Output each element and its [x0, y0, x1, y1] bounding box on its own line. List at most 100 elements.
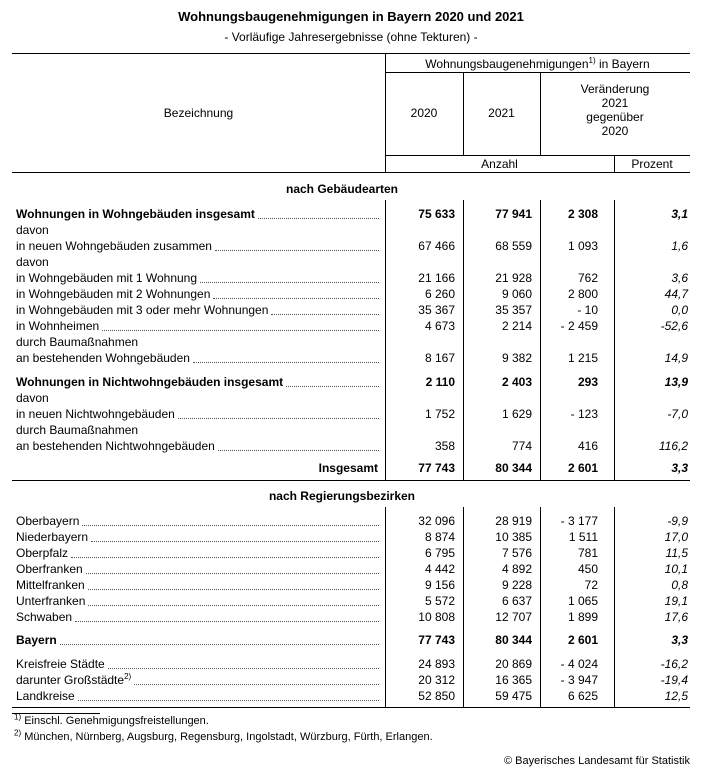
row-label-text: Oberbayern	[16, 514, 80, 528]
cell: 2 800	[567, 287, 598, 301]
cell: 67 466	[418, 239, 455, 253]
leader	[77, 700, 379, 701]
row-label-text: Unterfranken	[16, 594, 86, 608]
row-label-text: Oberpfalz	[16, 546, 69, 560]
cell: 10 385	[495, 530, 532, 544]
row-label: Schwaben	[16, 610, 72, 624]
row-label-text: Wohnungen in Wohngebäuden insgesamt	[16, 207, 255, 221]
cell: 20 869	[495, 657, 532, 671]
subtitle: - Vorläufige Jahresergebnisse (ohne Tekt…	[224, 30, 478, 44]
cell: 7 576	[501, 546, 532, 560]
cell: 0,0	[671, 303, 688, 317]
rule	[463, 507, 464, 707]
row-label: davon	[16, 391, 49, 405]
row-label-text: in neuen Wohngebäuden zusammen	[16, 239, 212, 253]
footnote-text: München, Nürnberg, Augsburg, Regensburg,…	[24, 731, 433, 743]
row-label: in neuen Nichtwohngebäuden	[16, 407, 175, 421]
row-label: Kreisfreie Städte	[16, 657, 105, 671]
rule	[463, 200, 464, 480]
cell: 80 344	[495, 633, 532, 647]
cell: 1 899	[567, 610, 598, 624]
footnote-mark: 2)	[124, 672, 132, 681]
row-label-text: Oberfranken	[16, 562, 83, 576]
cell: 774	[511, 439, 532, 453]
cell: 52 850	[418, 689, 455, 703]
footnote: 1) Einschl. Genehmigungsfreistellungen.	[14, 713, 209, 728]
leader	[192, 362, 379, 363]
row-label: durch Baumaßnahmen	[16, 423, 138, 437]
cell: 3,3	[671, 461, 688, 475]
rule	[12, 707, 690, 708]
leader	[102, 330, 379, 331]
row-label: darunter Großstädte2)	[16, 672, 132, 688]
cell: 116,2	[658, 439, 688, 453]
cell: 6 260	[424, 287, 455, 301]
leader	[87, 589, 379, 590]
row-label: in Wohngebäuden mit 1 Wohnung	[16, 271, 197, 285]
row-label-text: an bestehenden Wohngebäuden	[16, 351, 190, 365]
rule	[540, 507, 541, 707]
cell: -19,4	[660, 673, 688, 687]
rule	[385, 53, 386, 172]
cell: 72	[584, 578, 598, 592]
row-label: davon	[16, 223, 49, 237]
cell: 2 403	[501, 375, 532, 389]
row-label-text: in Wohngebäuden mit 2 Wohnungen	[16, 287, 211, 301]
rule	[614, 200, 615, 480]
leader	[214, 250, 379, 251]
cell: 75 633	[418, 207, 455, 221]
leader	[59, 644, 379, 645]
row-label: Wohnungen in Nichtwohngebäuden insgesamt	[16, 375, 283, 389]
cell: - 3 177	[560, 514, 598, 528]
cell: 2 110	[425, 375, 455, 389]
row-label: Oberbayern	[16, 514, 79, 528]
row-label: Oberpfalz	[16, 546, 68, 560]
leader	[271, 314, 379, 315]
leader	[217, 450, 379, 451]
cell: -7,0	[667, 407, 688, 421]
row-label-text: an bestehenden Nichtwohngebäuden	[16, 439, 215, 453]
rule	[385, 507, 386, 707]
cell: 3,3	[671, 633, 688, 647]
rule	[12, 53, 690, 54]
cell: 4 442	[424, 562, 455, 576]
footnote: 2) München, Nürnberg, Augsburg, Regensbu…	[14, 728, 433, 744]
row-label-text: durch Baumaßnahmen	[16, 423, 139, 437]
cell: 293	[577, 375, 598, 389]
source: © Bayerisches Landesamt für Statistik	[503, 755, 690, 767]
cell: -16,2	[660, 657, 688, 671]
leader	[286, 386, 379, 387]
footnote-mark: 2)	[14, 728, 22, 738]
row-label-text: in neuen Nichtwohngebäuden	[16, 407, 175, 421]
cell: 32 096	[418, 514, 455, 528]
group-header-suffix: in Bayern	[599, 57, 650, 71]
cell: 24 893	[418, 657, 455, 671]
cell: 4 892	[501, 562, 532, 576]
cell: 9 228	[501, 578, 532, 592]
cell: 16 365	[495, 673, 532, 687]
cell: 10,1	[664, 562, 688, 576]
rule	[12, 172, 690, 173]
cell: 10 808	[418, 610, 455, 624]
row-label: Unterfranken	[16, 594, 85, 608]
row-label: Mittelfranken	[16, 578, 85, 592]
column-header: 2020	[410, 106, 438, 120]
title: Wohnungsbaugenehmigungen in Bayern 2020 …	[178, 9, 524, 24]
rule	[463, 72, 464, 155]
cell: - 123	[570, 407, 598, 421]
cell: 0,8	[671, 578, 688, 592]
section-heading: nach Regierungsbezirken	[268, 489, 416, 503]
rule	[614, 155, 615, 172]
row-label: Oberfranken	[16, 562, 83, 576]
rule	[540, 72, 541, 155]
row-label-text: Insgesamt	[318, 461, 378, 475]
cell: 5 572	[424, 594, 455, 608]
leader	[82, 525, 379, 526]
cell: 21 166	[418, 271, 455, 285]
row-label-text: Niederbayern	[16, 530, 89, 544]
cell: -9,9	[667, 514, 688, 528]
cell: 6 795	[424, 546, 455, 560]
cell: 12 707	[495, 610, 532, 624]
cell: 80 344	[495, 461, 532, 475]
